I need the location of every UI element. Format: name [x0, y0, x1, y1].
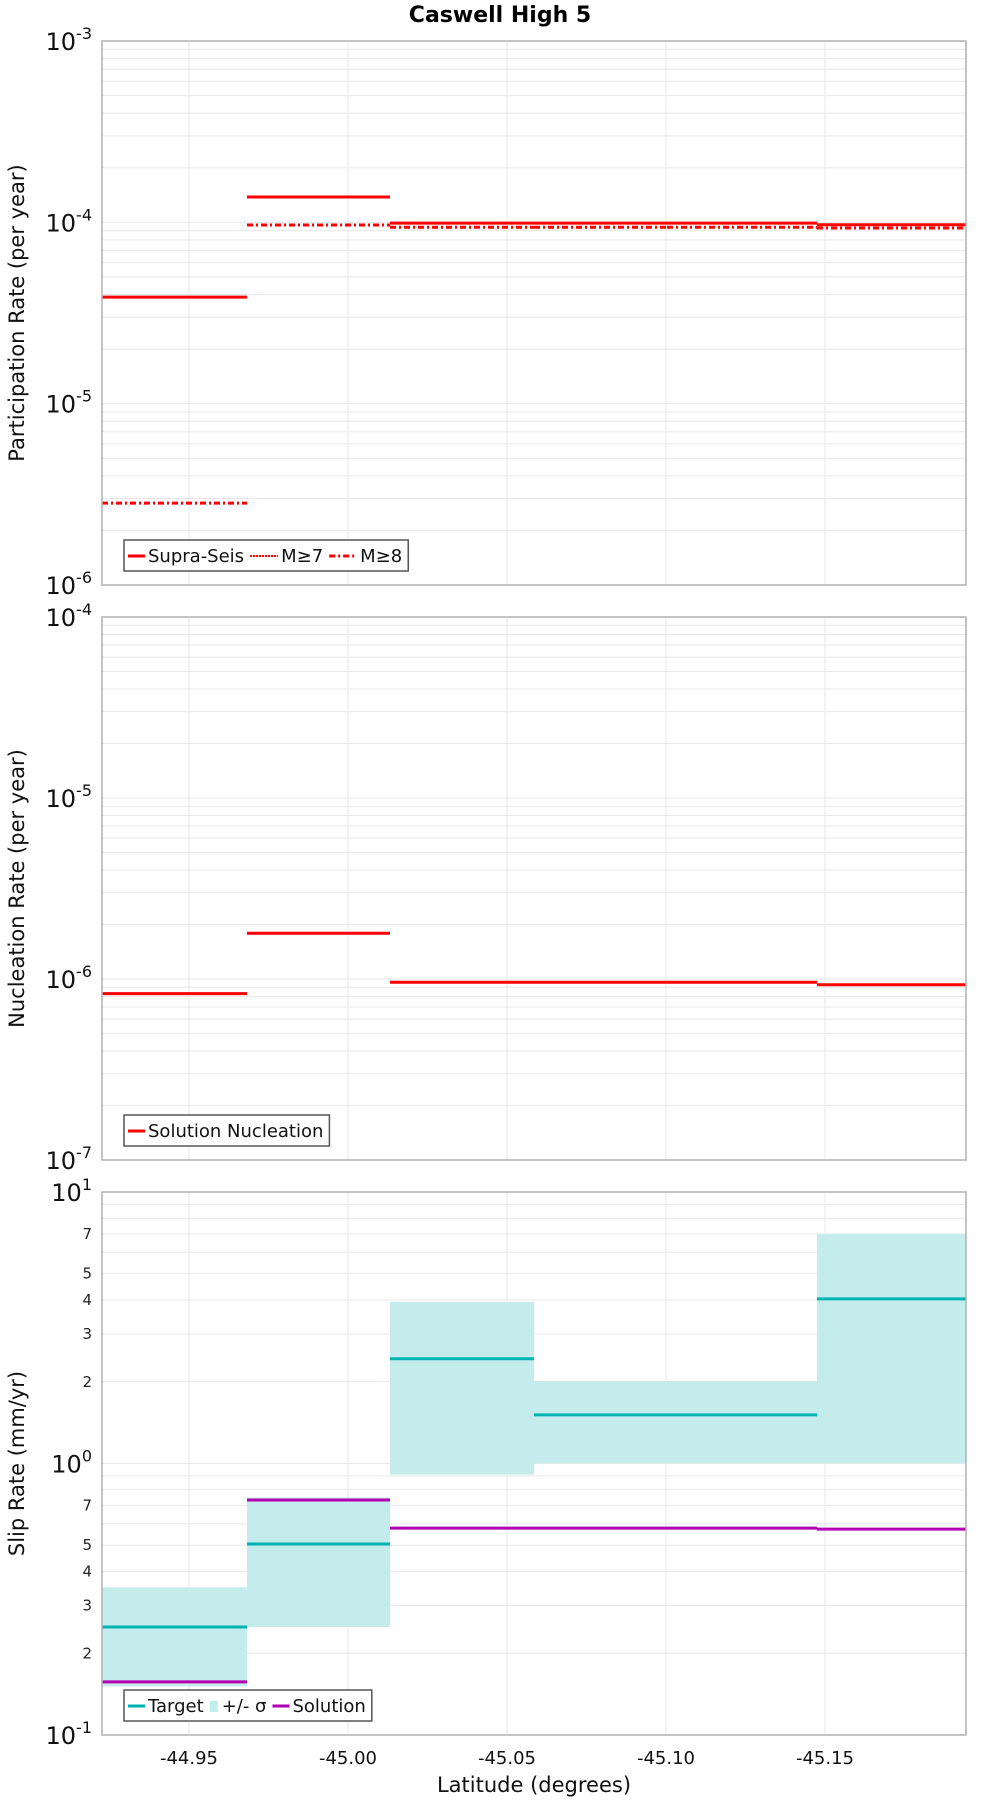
plot-frame — [101, 1191, 967, 1736]
y-tick-label: 100 — [51, 1447, 92, 1479]
panel-3: 10-1 100 101 2 3 4 5 7 2 3 4 5 7 Slip Rate (mm/yr) Tar… — [5, 1175, 967, 1769]
series-group — [102, 195, 966, 505]
legend-box — [123, 1114, 331, 1147]
legend-label: M≥7 — [281, 546, 323, 567]
legend-label: Supra-Seis — [148, 546, 244, 567]
y-tick-label: 10-7 — [46, 1143, 93, 1175]
legend: Target +/- σ Solution — [123, 1689, 373, 1722]
y-minor-tick-label: 7 — [82, 1497, 92, 1515]
y-tick-label: 10-6 — [46, 568, 93, 600]
legend: Solution Nucleation — [123, 1114, 331, 1147]
y-minor-tick-label: 4 — [82, 1291, 92, 1309]
sigma-band — [667, 1381, 817, 1464]
legend-label: Solution — [292, 1696, 365, 1717]
plot-frame — [101, 40, 967, 586]
series-group — [102, 931, 966, 996]
y-tick-label: 10-3 — [46, 24, 93, 56]
x-tick-label: -45.15 — [796, 1748, 854, 1769]
sigma-band — [102, 1587, 247, 1687]
plot-area — [102, 617, 966, 1160]
y-axis-label: Nucleation Rate (per year) — [5, 749, 29, 1028]
y-tick-label: 10-4 — [46, 600, 93, 632]
x-tick-label: -45.00 — [319, 1748, 377, 1769]
x-tick-label: -45.05 — [478, 1748, 536, 1769]
panel-1: 10-6 10-5 10-4 10-3 Participation Rate (per … — [5, 24, 967, 600]
sigma-band — [247, 1497, 390, 1627]
grid — [102, 617, 966, 1160]
legend-label: Target — [147, 1696, 204, 1717]
y-axis-label: Slip Rate (mm/yr) — [5, 1371, 29, 1556]
y-minor-tick-label: 7 — [82, 1225, 92, 1243]
y-tick-label: 10-5 — [46, 781, 93, 813]
legend-label: M≥8 — [360, 546, 402, 567]
panels: 10-6 10-5 10-4 10-3 Participation Rate (per … — [5, 24, 967, 1769]
sigma-band — [817, 1234, 966, 1464]
y-minor-tick-label: 5 — [82, 1265, 92, 1283]
x-tick-label: -44.95 — [160, 1748, 218, 1769]
sigma-band — [390, 1301, 534, 1475]
y-tick-label: 101 — [51, 1175, 92, 1207]
chart-title: Caswell High 5 — [409, 3, 591, 28]
y-minor-tick-label: 3 — [82, 1596, 92, 1614]
y-tick-label: 10-4 — [46, 205, 93, 237]
y-axis-label: Participation Rate (per year) — [5, 164, 29, 461]
y-minor-tick-label: 5 — [82, 1536, 92, 1554]
legend-label: Solution Nucleation — [148, 1121, 323, 1142]
legend-label: +/- σ — [222, 1696, 267, 1717]
legend-box — [123, 1689, 373, 1722]
y-tick-label: 10-5 — [46, 387, 93, 419]
y-minor-tick-label: 3 — [82, 1325, 92, 1343]
legend: Supra-Seis M≥7 M≥8 — [123, 539, 409, 572]
plot-area — [102, 41, 966, 585]
panel-2: 10-7 10-6 10-5 10-4 Nucleation Rate (per yea… — [5, 600, 967, 1175]
plot-frame — [101, 616, 967, 1161]
x-tick-label: -45.10 — [637, 1748, 695, 1769]
legend-symbol — [209, 1701, 218, 1712]
grid — [102, 41, 966, 585]
y-tick-label: 10-1 — [46, 1718, 93, 1750]
x-axis-label: Latitude (degrees) — [437, 1773, 631, 1797]
sigma-band — [534, 1381, 667, 1464]
series-group — [102, 1234, 966, 1687]
y-minor-tick-label: 2 — [82, 1644, 92, 1662]
y-tick-label: 10-6 — [46, 962, 93, 994]
y-minor-tick-label: 2 — [82, 1373, 92, 1391]
y-minor-tick-label: 4 — [82, 1563, 92, 1581]
